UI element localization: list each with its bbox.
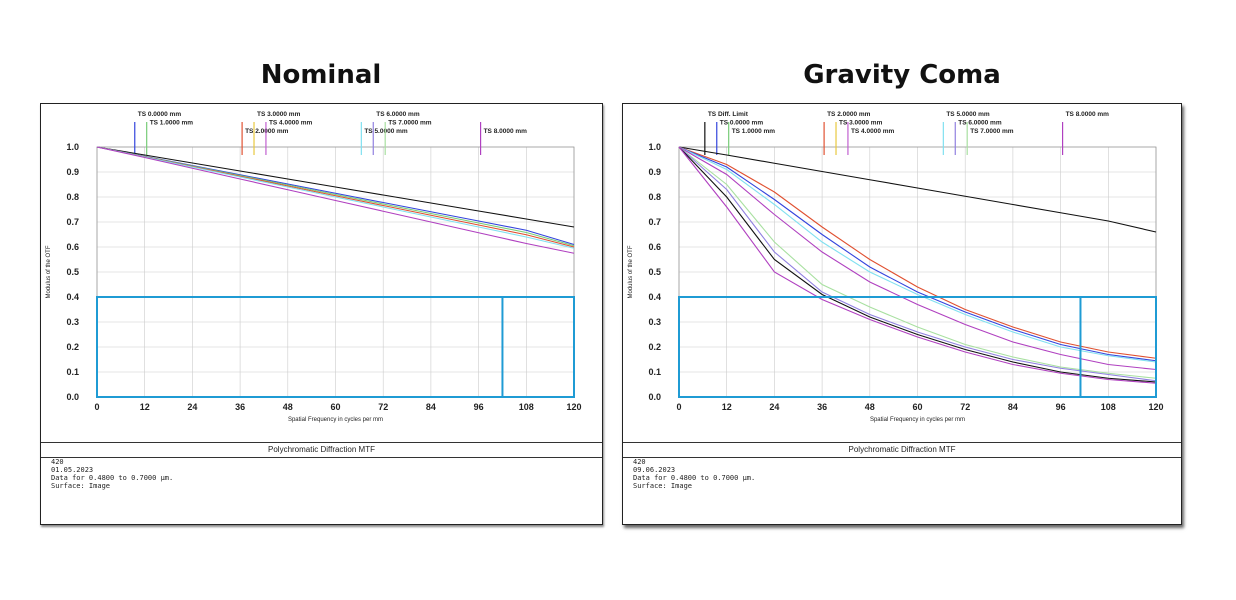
- gravity-coma-mtf-panel: 0 12 24 36 48 60 72 84 96 108 120 0.0 0.1 0.2 0.3 0.4 0.…: [622, 103, 1182, 525]
- x-tick-label: 120: [1148, 402, 1163, 412]
- nominal-mtf-panel: 0 12 24 36 48 60 72 84 96 108 120 0.0 0.1 0.2 0.3 0.4 0.…: [40, 103, 603, 525]
- series-line-4: [678, 146, 1157, 371]
- y-tick-label: 0.1: [66, 367, 79, 377]
- info-line: Surface: Image: [633, 482, 693, 490]
- gravity-coma-title: Gravity Coma: [803, 60, 1001, 90]
- x-tick-label: 72: [960, 402, 970, 412]
- y-tick-label: 1.0: [648, 142, 661, 152]
- series-line-0: [96, 146, 575, 228]
- series-line-4: [96, 146, 575, 249]
- y-tick-label: 0.8: [66, 192, 79, 202]
- x-tick-label: 84: [1008, 402, 1018, 412]
- legend-label: TS 6.0000 mm: [958, 120, 1002, 127]
- y-tick-label: 0.1: [648, 367, 661, 377]
- x-tick-label: 48: [865, 402, 875, 412]
- x-tick-label: 96: [1056, 402, 1066, 412]
- y-tick-label: 0.8: [648, 192, 661, 202]
- x-tick-label: 60: [912, 402, 922, 412]
- legend-label: TS 3.0000 mm: [839, 120, 883, 127]
- chart-info-block: 420 09.06.2023 Data for 0.4800 to 0.7000…: [633, 458, 755, 490]
- y-tick-label: 0.6: [66, 242, 79, 252]
- series-line-5: [96, 146, 575, 254]
- y-tick-label: 0.3: [66, 317, 79, 327]
- y-axis-label: Modulus of the OTF: [46, 245, 52, 298]
- legend-label: TS 7.0000 mm: [388, 120, 432, 127]
- y-tick-label: 0.9: [648, 167, 661, 177]
- x-tick-label: 0: [676, 402, 681, 412]
- legend-label: TS 1.0000 mm: [732, 128, 776, 135]
- legend-label: TS 2.0000 mm: [245, 128, 289, 135]
- chart-footer-title: Polychromatic Diffraction MTF: [623, 442, 1181, 458]
- legend-label: TS 4.0000 mm: [269, 120, 313, 127]
- x-tick-label: 36: [235, 402, 245, 412]
- series-line-6: [678, 146, 1157, 382]
- y-tick-label: 0.2: [648, 342, 661, 352]
- legend-label: TS Diff. Limit: [708, 111, 749, 118]
- info-line: 420: [633, 458, 646, 466]
- y-axis-label: Modulus of the OTF: [628, 245, 634, 298]
- info-line: 09.06.2023: [633, 466, 676, 474]
- y-tick-label: 1.0: [66, 142, 79, 152]
- legend-label: TS 4.0000 mm: [851, 128, 895, 135]
- legend-label: TS 1.0000 mm: [150, 120, 194, 127]
- legend-label: TS 6.0000 mm: [376, 111, 420, 118]
- x-tick-label: 108: [519, 402, 534, 412]
- gravity-coma-mtf-chart: 0 12 24 36 48 60 72 84 96 108 120 0.0 0.1 0.2 0.3 0.4 0.…: [628, 111, 1164, 423]
- info-line: Data for 0.4800 to 0.7000 µm.: [633, 474, 756, 482]
- series-line-7: [678, 146, 1157, 383]
- series-line-1: [678, 146, 1157, 359]
- x-tick-label: 60: [330, 402, 340, 412]
- y-tick-label: 0.3: [648, 317, 661, 327]
- chart-footer-title: Polychromatic Diffraction MTF: [41, 442, 602, 458]
- info-line: Data for 0.4800 to 0.7000 µm.: [51, 474, 174, 482]
- x-tick-label: 72: [378, 402, 388, 412]
- y-tick-label: 0.2: [66, 342, 79, 352]
- x-axis-label: Spatial Frequency in cycles per mm: [870, 417, 965, 423]
- x-tick-label: 96: [474, 402, 484, 412]
- x-tick-label: 48: [283, 402, 293, 412]
- legend-label: TS 8.0000 mm: [1066, 111, 1110, 118]
- y-tick-label: 0.7: [66, 217, 79, 227]
- info-line: 01.05.2023: [51, 466, 94, 474]
- info-line: Surface: Image: [51, 482, 111, 490]
- y-tick-label: 0.0: [648, 392, 661, 402]
- series-line-5: [678, 146, 1157, 379]
- legend-label: TS 8.0000 mm: [484, 128, 528, 135]
- x-tick-label: 12: [722, 402, 732, 412]
- chart-info-block: 420 01.05.2023 Data for 0.4800 to 0.7000…: [51, 458, 173, 490]
- legend-label: TS 0.0000 mm: [720, 120, 764, 127]
- legend-label: TS 0.0000 mm: [138, 111, 182, 118]
- roi-box: [96, 296, 575, 398]
- x-tick-label: 84: [426, 402, 436, 412]
- y-tick-label: 0.5: [66, 267, 79, 277]
- y-tick-label: 0.7: [648, 217, 661, 227]
- y-tick-label: 0.0: [66, 392, 79, 402]
- info-line: 420: [51, 458, 64, 466]
- y-tick-label: 0.6: [648, 242, 661, 252]
- legend-label: TS 7.0000 mm: [970, 128, 1014, 135]
- x-tick-label: 12: [140, 402, 150, 412]
- nominal-title: Nominal: [260, 60, 382, 90]
- x-tick-label: 24: [187, 402, 197, 412]
- nominal-mtf-chart: 0 12 24 36 48 60 72 84 96 108 120 0.0 0.1 0.2 0.3 0.4 0.…: [46, 111, 582, 423]
- y-tick-label: 0.4: [648, 292, 661, 302]
- roi-box: [678, 296, 1157, 398]
- legend-label: TS 2.0000 mm: [827, 111, 871, 118]
- legend-label: TS 5.0000 mm: [946, 111, 990, 118]
- y-tick-label: 0.5: [648, 267, 661, 277]
- x-tick-label: 0: [94, 402, 99, 412]
- legend-label: TS 3.0000 mm: [257, 111, 301, 118]
- y-tick-label: 0.9: [66, 167, 79, 177]
- series-line-2: [678, 146, 1157, 362]
- legend-label: TS 5.0000 mm: [364, 128, 408, 135]
- series-line-8: [678, 146, 1157, 384]
- series-line-0: [678, 146, 1157, 233]
- series-line-3: [678, 146, 1157, 363]
- x-tick-label: 108: [1101, 402, 1116, 412]
- x-tick-label: 24: [769, 402, 779, 412]
- y-tick-label: 0.4: [66, 292, 79, 302]
- x-tick-label: 36: [817, 402, 827, 412]
- x-tick-label: 120: [566, 402, 581, 412]
- x-axis-label: Spatial Frequency in cycles per mm: [288, 417, 383, 423]
